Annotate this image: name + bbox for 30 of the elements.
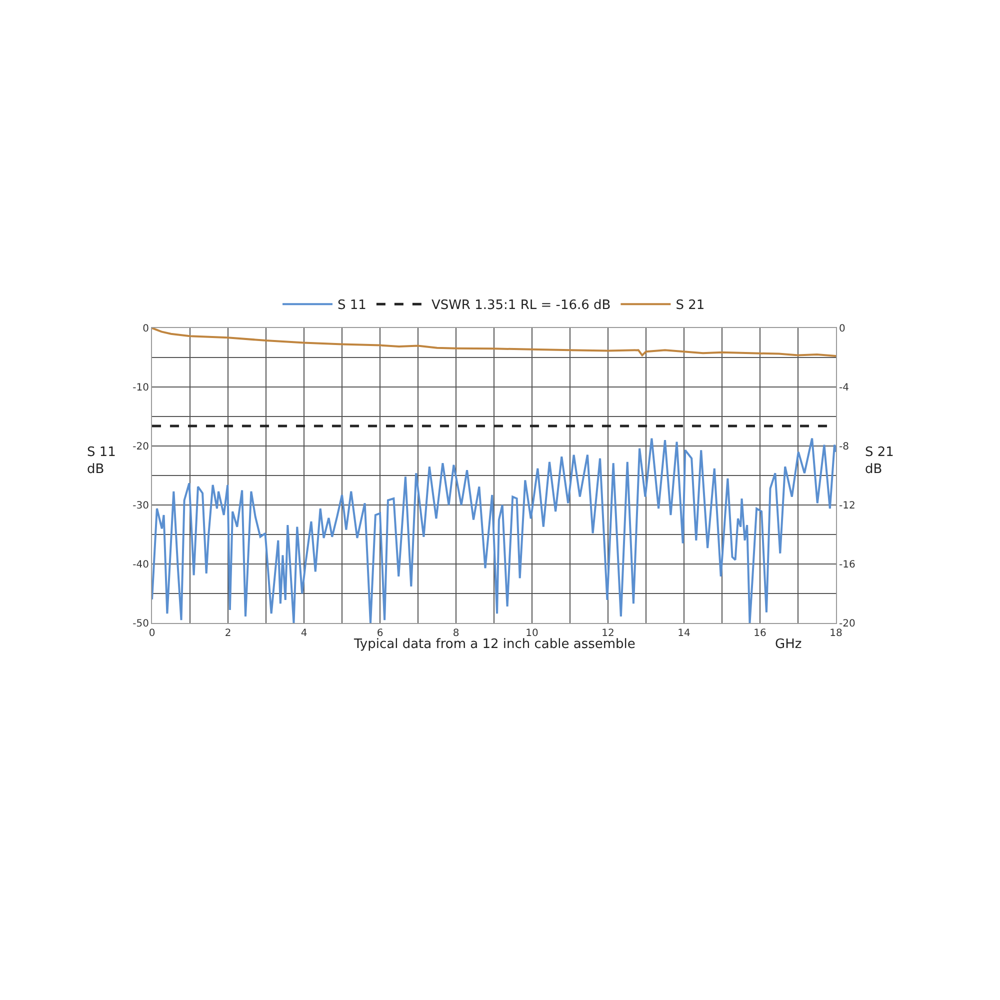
y-tick-label: -40 [132,560,149,570]
x-tick-label: 4 [300,628,308,639]
x-tick-label: 2 [224,628,232,639]
y-tick-label: -10 [132,382,149,394]
y2-tick-label: -12 [839,500,856,512]
y2-tick-label: -16 [839,560,856,570]
x-tick-label: 8 [452,628,460,639]
y-tick-label: -50 [132,618,149,630]
x-tick-label: 6 [376,628,384,639]
x-axis-title: GHz [775,637,802,652]
legend-label: S 21 [676,298,705,314]
y2-axis-title: S 21 dB [865,445,894,477]
x-tick-label: 14 [678,628,690,639]
text: Typical data from a 12 inch cable assemble [353,637,636,652]
y-tick-label: -20 [132,442,149,452]
x-tick-label: 18 [830,628,842,639]
y2-tick-label: 0 [839,324,846,334]
legend-label: VSWR 1.35:1 RL = -16.6 dB [431,298,611,314]
legend-label: S 11 [338,298,366,314]
line-series [152,328,836,358]
y2-tick-label: -8 [839,442,849,452]
x-tick-label: 12 [602,628,614,639]
y-axis-title: S 11 dB [87,445,116,477]
x-tick-label: 10 [526,628,538,639]
line-series [152,437,836,623]
y-tick-label: 0 [142,324,149,334]
x-tick-label: 16 [754,628,766,639]
y-tick-label: -30 [132,500,149,512]
y2-tick-label: -20 [839,618,856,630]
y2-tick-label: -4 [839,382,849,394]
